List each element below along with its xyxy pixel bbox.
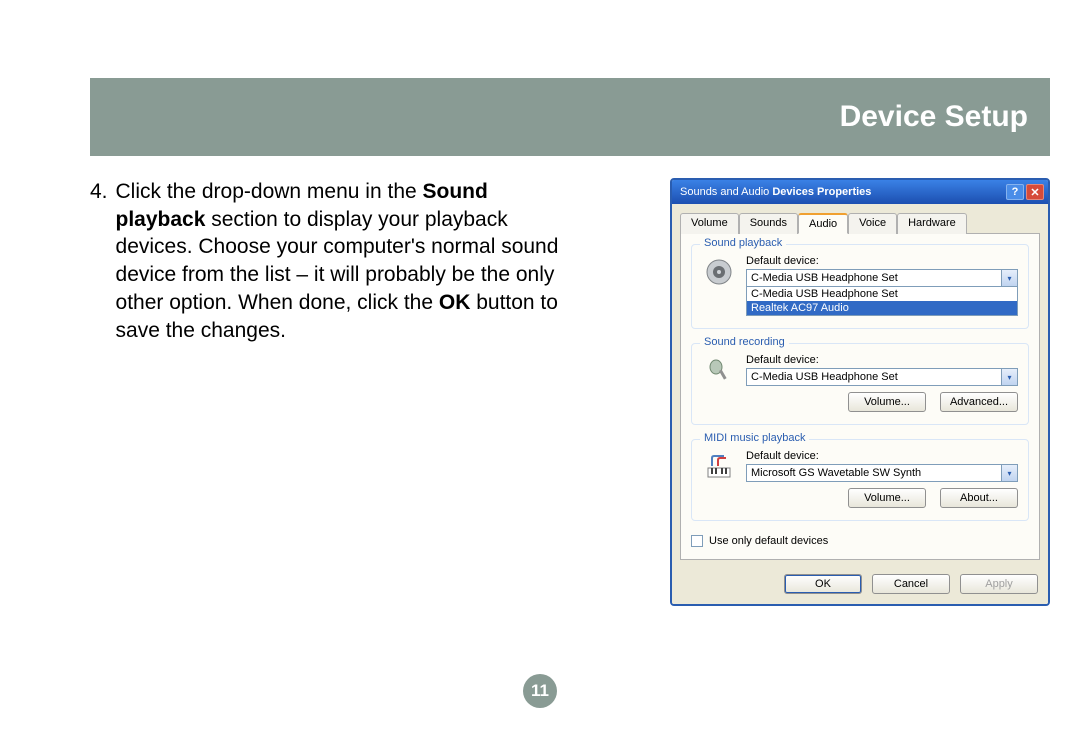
tab-voice[interactable]: Voice xyxy=(848,213,897,234)
cancel-button[interactable]: Cancel xyxy=(872,574,950,594)
tab-volume[interactable]: Volume xyxy=(680,213,739,234)
step-number: 4. xyxy=(90,178,108,344)
default-devices-check[interactable]: Use only default devices xyxy=(691,535,1029,547)
step-text-bold2: OK xyxy=(439,291,471,314)
tab-sounds[interactable]: Sounds xyxy=(739,213,798,234)
group-sound-playback: Sound playback Default device: C-Media U… xyxy=(691,244,1029,329)
tab-hardware[interactable]: Hardware xyxy=(897,213,967,234)
chevron-down-icon: ▾ xyxy=(1001,270,1017,286)
playback-label: Default device: xyxy=(746,255,1018,267)
tab-page-audio: Sound playback Default device: C-Media U… xyxy=(680,233,1040,560)
page-number-container: 11 xyxy=(0,674,1080,708)
tab-audio[interactable]: Audio xyxy=(798,213,848,234)
recording-volume-button[interactable]: Volume... xyxy=(848,392,926,412)
page-title: Device Setup xyxy=(840,100,1028,134)
playback-select-value: C-Media USB Headphone Set xyxy=(751,272,898,284)
midi-select[interactable]: Microsoft GS Wavetable SW Synth ▾ xyxy=(746,464,1018,482)
page-number: 11 xyxy=(523,674,557,708)
microphone-icon xyxy=(702,354,736,388)
header-band: Device Setup xyxy=(90,78,1050,156)
midi-select-value: Microsoft GS Wavetable SW Synth xyxy=(751,467,921,479)
checkbox-label: Use only default devices xyxy=(709,535,828,547)
group-legend-recording: Sound recording xyxy=(700,336,789,348)
playback-select[interactable]: C-Media USB Headphone Set ▾ xyxy=(746,269,1018,287)
dialog-title-bold: Devices Properties xyxy=(772,186,871,198)
speaker-icon xyxy=(702,255,736,289)
body-area: 4. Click the drop-down menu in the Sound… xyxy=(90,178,1050,722)
group-legend-midi: MIDI music playback xyxy=(700,432,809,444)
chevron-down-icon: ▾ xyxy=(1001,369,1017,385)
ok-button[interactable]: OK xyxy=(784,574,862,594)
recording-advanced-button[interactable]: Advanced... xyxy=(940,392,1018,412)
midi-about-button[interactable]: About... xyxy=(940,488,1018,508)
help-button[interactable]: ? xyxy=(1006,184,1024,200)
midi-label: Default device: xyxy=(746,450,1018,462)
midi-volume-button[interactable]: Volume... xyxy=(848,488,926,508)
group-legend-playback: Sound playback xyxy=(700,237,786,249)
group-midi: MIDI music playback xyxy=(691,439,1029,521)
tab-strip: Volume Sounds Audio Voice Hardware xyxy=(672,204,1048,233)
step-text: Click the drop-down menu in the Sound pl… xyxy=(116,178,560,344)
playback-option-0[interactable]: C-Media USB Headphone Set xyxy=(747,287,1017,301)
step-text-pre: Click the drop-down menu in the xyxy=(116,180,423,203)
group-sound-recording: Sound recording Default device: C-Media … xyxy=(691,343,1029,425)
playback-option-1[interactable]: Realtek AC97 Audio xyxy=(747,301,1017,315)
recording-label: Default device: xyxy=(746,354,1018,366)
midi-icon xyxy=(702,450,736,484)
playback-dropdown: C-Media USB Headphone Set Realtek AC97 A… xyxy=(746,287,1018,316)
recording-select[interactable]: C-Media USB Headphone Set ▾ xyxy=(746,368,1018,386)
chevron-down-icon: ▾ xyxy=(1001,465,1017,481)
recording-select-value: C-Media USB Headphone Set xyxy=(751,371,898,383)
titlebar-buttons: ? ✕ xyxy=(1006,184,1044,200)
apply-button[interactable]: Apply xyxy=(960,574,1038,594)
dialog-footer: OK Cancel Apply xyxy=(672,568,1048,604)
instruction-step: 4. Click the drop-down menu in the Sound… xyxy=(90,178,560,344)
close-button[interactable]: ✕ xyxy=(1026,184,1044,200)
properties-dialog: Sounds and Audio Devices Properties ? ✕ … xyxy=(670,178,1050,606)
dialog-title-plain: Sounds and Audio xyxy=(680,186,772,198)
dialog-titlebar[interactable]: Sounds and Audio Devices Properties ? ✕ xyxy=(672,180,1048,204)
checkbox-icon xyxy=(691,535,703,547)
dialog-title: Sounds and Audio Devices Properties xyxy=(680,186,1006,198)
